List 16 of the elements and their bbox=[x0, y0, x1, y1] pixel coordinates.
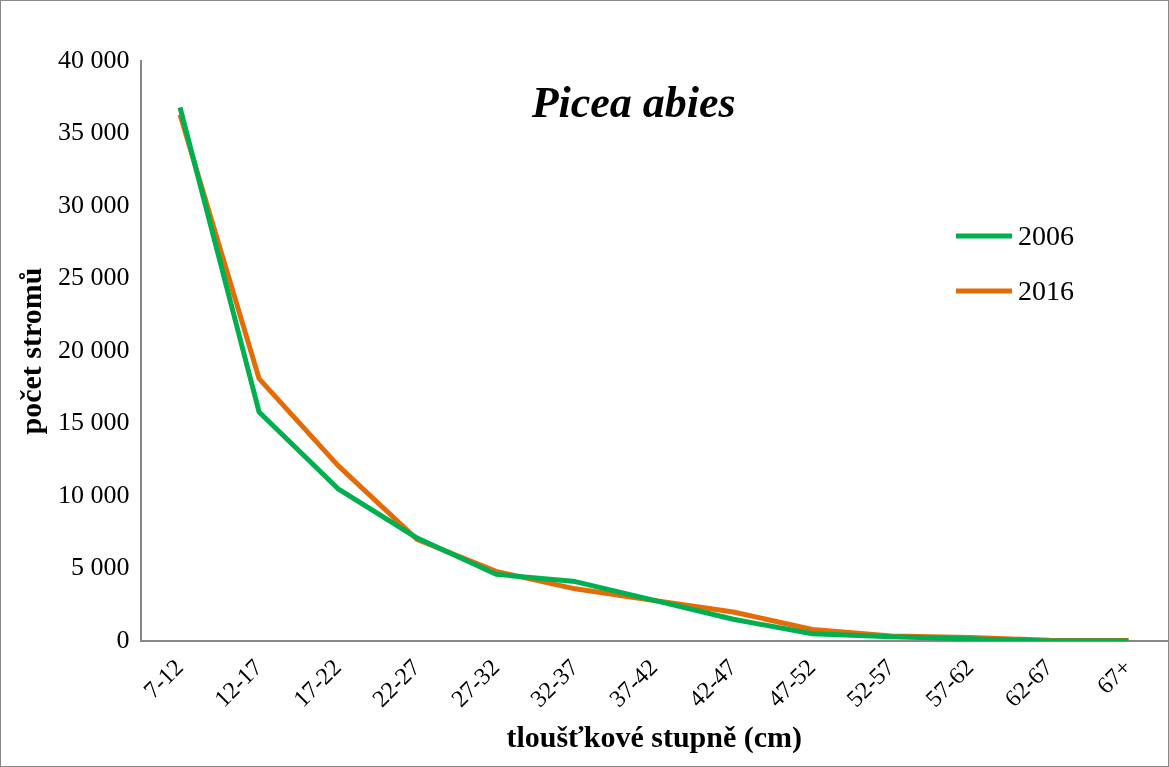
y-tick-label: 25 000 bbox=[58, 262, 130, 292]
y-tick-label: 30 000 bbox=[58, 189, 130, 219]
y-tick-label: 5 000 bbox=[71, 552, 130, 582]
legend-label: 2006 bbox=[1018, 220, 1074, 252]
y-tick-label: 35 000 bbox=[58, 117, 130, 147]
chart-title: Picea abies bbox=[530, 78, 736, 128]
y-tick-label: 40 000 bbox=[58, 44, 130, 74]
legend-label: 2016 bbox=[1018, 275, 1074, 307]
y-tick-label: 0 bbox=[116, 624, 130, 654]
y-tick-label: 15 000 bbox=[58, 407, 130, 437]
y-axis-title: počet stromů bbox=[13, 267, 47, 435]
x-tick-label: 67+ bbox=[1091, 653, 1137, 699]
y-tick-label: 20 000 bbox=[58, 334, 130, 364]
y-tick-label: 10 000 bbox=[58, 479, 130, 509]
x-tick-label: 7-12 bbox=[138, 653, 189, 704]
x-axis-title: tloušťkové stupně (cm) bbox=[506, 719, 803, 754]
